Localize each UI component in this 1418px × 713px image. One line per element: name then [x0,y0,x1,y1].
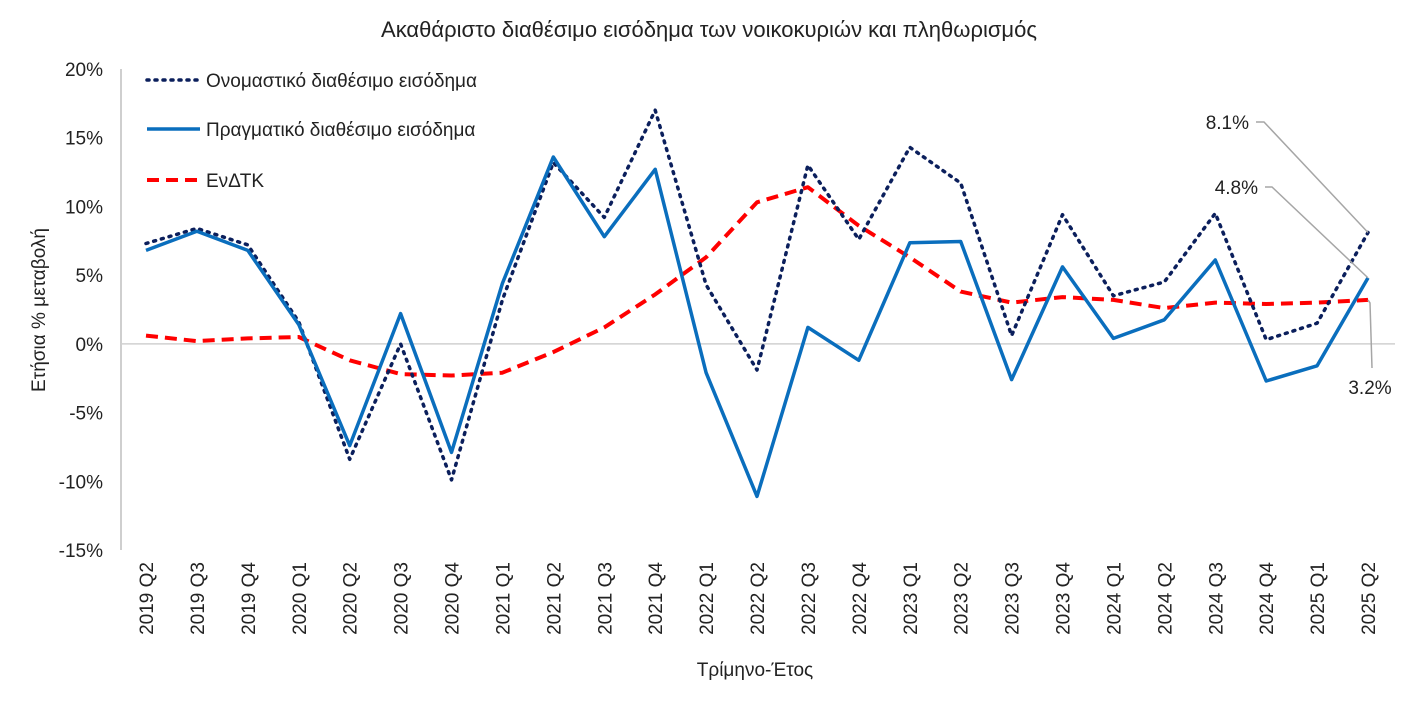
x-tick-label: 2019 Q2 [137,562,158,635]
x-tick-label: 2019 Q3 [188,562,209,635]
leader-line [1256,121,1369,234]
x-tick-label: 2020 Q3 [392,562,413,635]
y-tick-label: 10% [65,197,103,218]
y-tick-label: 0% [76,335,104,356]
x-tick-label: 2023 Q4 [1054,562,1075,635]
x-tick-label: 2020 Q2 [341,562,362,635]
y-tick-label: -5% [69,404,103,425]
legend-label: Πραγματικό διαθέσιμο εισόδημα [206,120,475,141]
x-tick-label: 2020 Q4 [443,562,464,635]
x-axis-label: Τρίμηνο-Έτος [697,660,813,681]
x-tick-label: 2025 Q1 [1308,562,1329,635]
plot-area [144,108,1370,499]
series-line-dashed [145,185,1369,378]
x-tick-label: 2019 Q4 [239,562,260,635]
y-axis: -15% -10% -5% 0% 5% 10% 15% 20% [59,60,1395,562]
annotation-label: 4.8% [1215,178,1258,199]
x-tick-label: 2022 Q1 [697,562,718,635]
annotation-label: 3.2% [1348,378,1391,399]
x-tick-label: 2023 Q3 [1003,562,1024,635]
x-tick-label: 2022 Q2 [748,562,769,635]
y-tick-label: 20% [65,60,103,81]
x-tick-label: 2024 Q4 [1257,562,1278,635]
y-axis-label: Ετήσια % μεταβολή [29,228,50,392]
x-tick-label: 2024 Q1 [1104,562,1125,635]
annotation-label: 8.1% [1206,113,1249,134]
x-tick-label: 2023 Q1 [901,562,922,635]
x-axis: 2019 Q2 2019 Q3 2019 Q4 2020 Q1 2020 Q2 2020 … [137,562,1380,635]
x-tick-label: 2022 Q3 [799,562,820,635]
y-tick-label: 5% [76,266,104,287]
x-tick-label: 2021 Q1 [493,562,514,635]
series-line-solid [145,155,1370,499]
x-tick-label: 2022 Q4 [850,562,871,635]
x-tick-label: 2024 Q3 [1206,562,1227,635]
y-tick-label: -15% [59,541,103,562]
y-tick-label: -10% [59,472,103,493]
x-tick-label: 2023 Q2 [952,562,973,635]
x-tick-label: 2025 Q2 [1359,562,1380,635]
annotations: 8.1% 4.8% 3.2% [1206,113,1392,399]
legend-label: Ονομαστικό διαθέσιμο εισόδημα [206,71,477,92]
chart-title: Ακαθάριστο διαθέσιμο εισόδημα των νοικοκ… [381,17,1037,42]
x-tick-label: 2020 Q1 [290,562,311,635]
x-tick-label: 2021 Q4 [646,562,667,635]
leader-line [1265,186,1369,279]
x-tick-label: 2021 Q2 [544,562,565,635]
leader-line [1367,299,1373,369]
x-tick-label: 2024 Q2 [1155,562,1176,635]
series-line-dotted [144,108,1370,482]
x-tick-label: 2021 Q3 [595,562,616,635]
y-tick-label: 15% [65,129,103,150]
legend-label: ΕνΔΤΚ [206,171,264,192]
legend: Ονομαστικό διαθέσιμο εισόδημα Πραγματικό … [145,71,477,192]
